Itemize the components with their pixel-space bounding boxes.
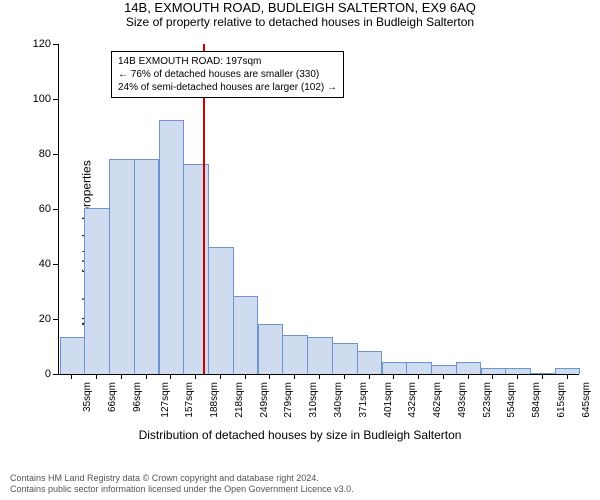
histogram-bar (332, 343, 358, 374)
x-tick (492, 374, 493, 379)
x-tick-label: 645sqm (580, 382, 591, 418)
y-tick (53, 99, 59, 100)
histogram-bar (233, 296, 259, 374)
histogram-bar (406, 362, 432, 374)
x-tick (121, 374, 122, 379)
x-tick (344, 374, 345, 379)
x-tick-label: 432sqm (407, 382, 418, 418)
x-tick-label: 493sqm (457, 382, 468, 418)
x-tick-label: 157sqm (184, 382, 195, 418)
histogram-bar (431, 365, 457, 374)
x-tick (269, 374, 270, 379)
x-tick-label: 310sqm (308, 382, 319, 418)
y-tick-label: 60 (39, 203, 51, 215)
histogram-bar (456, 362, 482, 374)
x-tick-label: 279sqm (283, 382, 294, 418)
histogram-bar (84, 208, 110, 374)
x-tick-label: 615sqm (556, 382, 567, 418)
chart-container: Number of detached properties 14B EXMOUT… (0, 38, 600, 448)
x-tick (220, 374, 221, 379)
x-tick (71, 374, 72, 379)
x-tick (245, 374, 246, 379)
x-tick (443, 374, 444, 379)
x-tick-label: 35sqm (82, 382, 93, 412)
histogram-bar (134, 159, 160, 375)
histogram-bar (258, 324, 284, 375)
x-tick (195, 374, 196, 379)
x-tick (319, 374, 320, 379)
x-tick-label: 188sqm (209, 382, 220, 418)
page-subtitle: Size of property relative to detached ho… (0, 15, 600, 29)
histogram-bar (183, 164, 209, 374)
x-tick-label: 584sqm (531, 382, 542, 418)
x-axis-label: Distribution of detached houses by size … (0, 428, 600, 442)
histogram-bar (530, 373, 556, 374)
footer-line-1: Contains HM Land Registry data © Crown c… (10, 473, 590, 485)
footer: Contains HM Land Registry data © Crown c… (10, 473, 590, 496)
x-tick (96, 374, 97, 379)
x-tick (567, 374, 568, 379)
x-tick-label: 371sqm (358, 382, 369, 418)
y-tick-label: 20 (39, 313, 51, 325)
y-tick-label: 120 (33, 38, 51, 50)
y-tick-label: 0 (45, 368, 51, 380)
histogram-bar (159, 120, 185, 374)
x-tick-label: 523sqm (481, 382, 492, 418)
histogram-bar (382, 362, 408, 374)
y-tick-label: 80 (39, 148, 51, 160)
y-tick (53, 319, 59, 320)
histogram-bar (282, 335, 308, 375)
page-title: 14B, EXMOUTH ROAD, BUDLEIGH SALTERTON, E… (0, 0, 600, 15)
y-tick (53, 374, 59, 375)
y-tick-label: 100 (33, 93, 51, 105)
x-tick (418, 374, 419, 379)
annotation-line: 24% of semi-detached houses are larger (… (118, 81, 337, 94)
histogram-bar (60, 337, 86, 374)
x-tick (294, 374, 295, 379)
y-tick (53, 44, 59, 45)
x-tick (393, 374, 394, 379)
x-tick-label: 218sqm (234, 382, 245, 418)
histogram-bar (307, 337, 333, 374)
plot-area: 14B EXMOUTH ROAD: 197sqm← 76% of detache… (58, 44, 579, 375)
x-tick (369, 374, 370, 379)
histogram-bar (109, 159, 135, 375)
x-tick-label: 401sqm (382, 382, 393, 418)
annotation-line: ← 76% of detached houses are smaller (33… (118, 68, 337, 81)
y-tick (53, 209, 59, 210)
x-tick (542, 374, 543, 379)
x-tick-label: 340sqm (333, 382, 344, 418)
histogram-bar (208, 247, 234, 375)
y-tick (53, 154, 59, 155)
x-tick (468, 374, 469, 379)
annotation-line: 14B EXMOUTH ROAD: 197sqm (118, 55, 337, 68)
x-tick (517, 374, 518, 379)
x-tick-label: 462sqm (432, 382, 443, 418)
annotation-box: 14B EXMOUTH ROAD: 197sqm← 76% of detache… (111, 51, 344, 98)
x-tick-label: 127sqm (159, 382, 170, 418)
x-tick (170, 374, 171, 379)
x-tick-label: 249sqm (258, 382, 269, 418)
histogram-bar (357, 351, 383, 374)
x-tick (146, 374, 147, 379)
y-tick (53, 264, 59, 265)
x-tick-label: 554sqm (506, 382, 517, 418)
footer-line-2: Contains public sector information licen… (10, 484, 590, 496)
y-tick-label: 40 (39, 258, 51, 270)
x-tick-label: 66sqm (107, 382, 118, 412)
x-tick-label: 96sqm (132, 382, 143, 412)
